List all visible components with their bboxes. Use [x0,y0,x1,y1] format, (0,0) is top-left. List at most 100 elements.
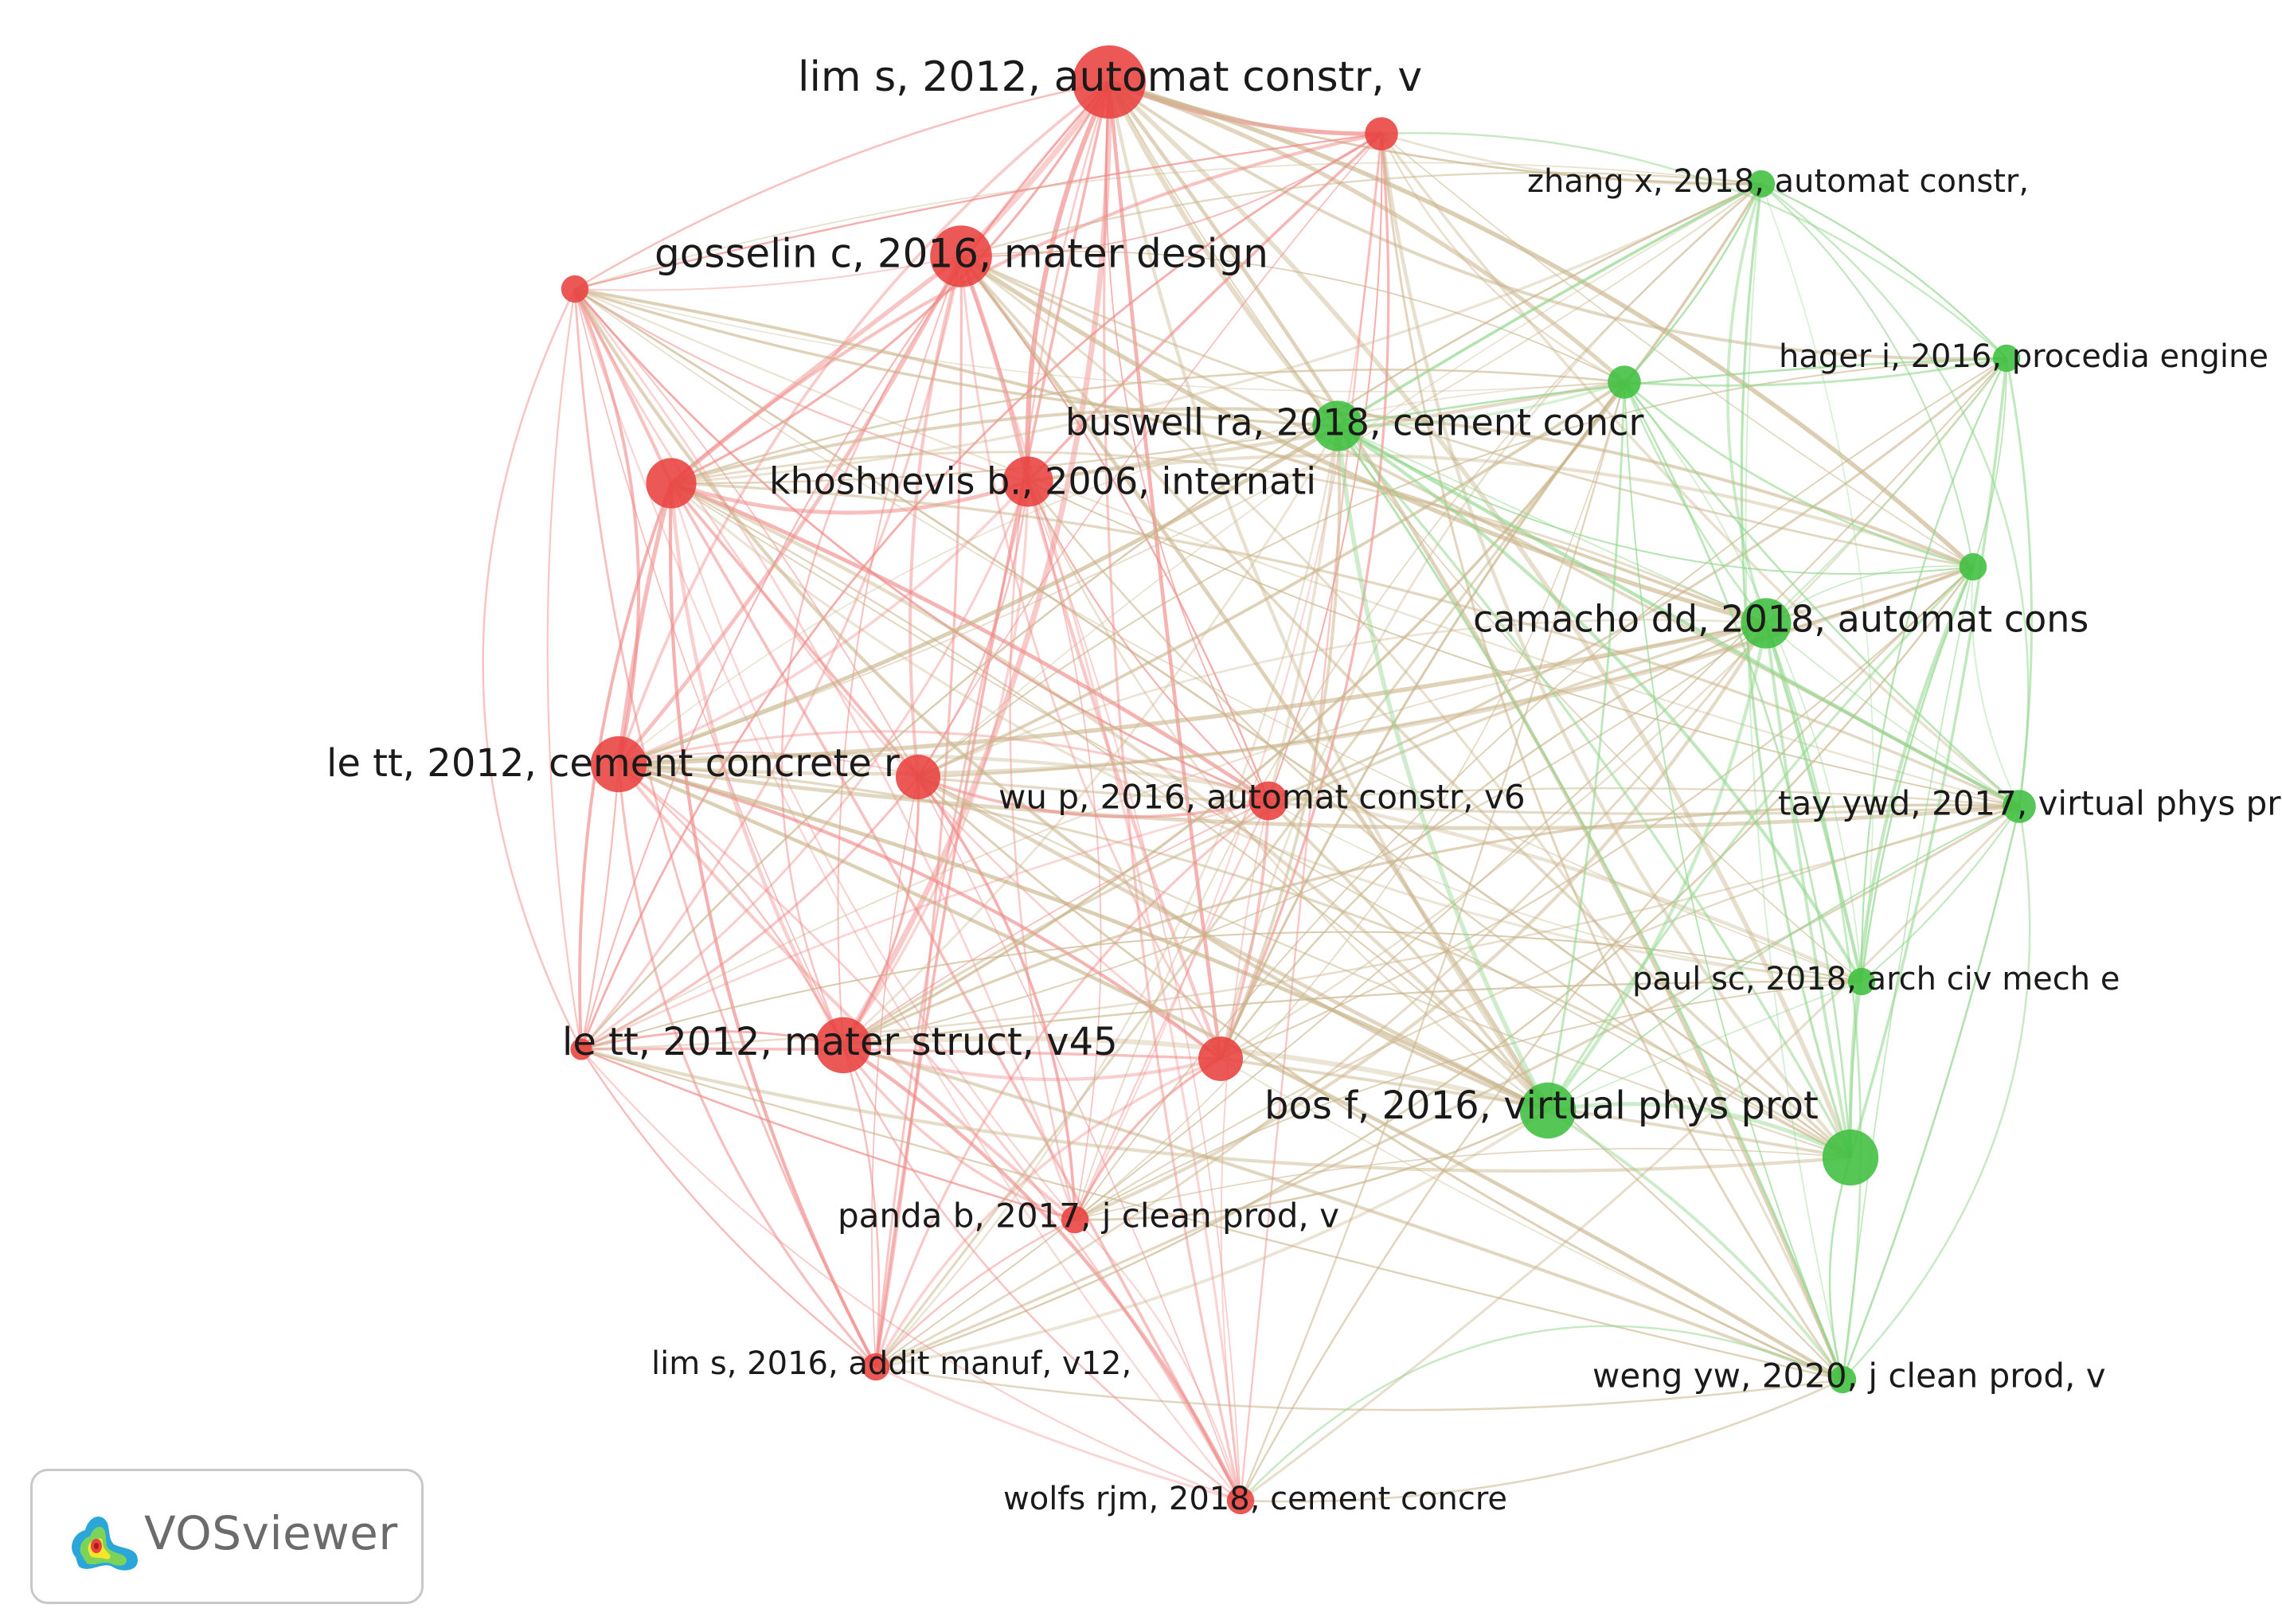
edge-n_red_center-n_green_lower_right [917,776,1851,1159]
edge-gosselin-lett_cement [617,255,963,766]
node-camacho[interactable] [1741,598,1792,649]
edge-n_red_far_left-paul [580,931,1862,1050]
edge-panda-zhang [1074,183,1762,1220]
edge-wolfs-tay [1240,805,2021,1502]
edge-hager-camacho [1765,357,2007,624]
node-weng[interactable] [1828,1365,1857,1394]
edge-n_red_mid_left-buswell [670,424,1338,485]
edge-n_green_top_mid-weng [1624,381,1843,1380]
edge-n_red_center-bos [916,775,1549,1113]
edge-lett_cement-n_red_far_left [580,763,620,1050]
edge-n_green_right_small-tay [1971,566,2020,807]
edge-lim2016-bos [875,1109,1549,1368]
edge-n_red_far_left-weng [580,1048,1843,1381]
node-zhang[interactable] [1747,170,1776,198]
edge-n_red_left_small-n_red_far_left [546,288,583,1050]
edge-hager-paul [1860,357,2008,982]
edge-n_red_left_small-buswell [574,287,1338,427]
edge-camacho-weng [1764,623,1862,1380]
edge-panda-n_green_top_mid [1074,381,1625,1220]
edge-n_red_left_small-n_red_lower_mid [573,288,1221,1060]
node-lim2016[interactable] [862,1353,890,1381]
node-label-tay: tay ywd, 2017, virtual phys pr [1778,784,2281,823]
edge-wu-n_red_far_left [580,799,1269,1051]
edge-gosselin-n_red_left_small [574,256,962,291]
edge-n_green_right_small-camacho [1765,565,1974,624]
node-bos[interactable] [1519,1082,1577,1139]
edge-n_red_center-weng [917,775,1843,1381]
node-n_green_lower_right[interactable] [1822,1129,1879,1186]
edge-gosselin-bos [959,255,1550,1112]
edge-zhang-buswell [1337,182,1762,427]
edge-n_red_far_left-camacho [580,623,1767,1050]
edge-n_red_mid_left-n_red_center [670,482,920,779]
node-khoshnevis[interactable] [1002,456,1053,507]
node-wu[interactable] [1248,781,1288,821]
edge-zhang-n_green_top_mid [1624,183,1763,383]
edge-n_red_lower_mid-buswell [1219,425,1341,1060]
edge-n_red_mid_left-khoshnevis [670,479,1029,515]
node-lim2012[interactable] [1073,45,1146,119]
edge-n_red_top-n_red_left_small [574,132,1382,291]
node-wolfs[interactable] [1226,1486,1255,1515]
node-n_red_far_left[interactable] [570,1038,592,1060]
edge-lett_mater-camacho [842,623,1767,1046]
edge-n_red_far_left-tay [580,805,2020,1051]
edge-n_red_left_small-camacho [574,287,1767,625]
edge-n_red_mid_left-paul [670,482,1862,983]
halo-edge-0 [780,81,1241,1501]
node-lett_cement[interactable] [590,736,647,793]
edge-panda-hager [1074,357,2007,1220]
edge-buswell-n_green_lower_right [1336,424,1852,1158]
node-n_red_mid_left[interactable] [646,458,697,509]
edge-wu-hager [1268,357,2008,802]
node-n_green_right_small[interactable] [1959,552,1987,581]
edge-n_red_left_small-n_green_lower_right [574,287,1851,1159]
node-n_red_top[interactable] [1365,117,1398,150]
halo-edge-2 [1760,182,2030,807]
edge-n_red_mid_left-weng [670,482,1843,1380]
edge-n_red_left_small-n_red_center [574,288,919,778]
edge-n_red_top-n_red_far_left [580,132,1382,1050]
edge-buswell-weng [1336,425,1844,1380]
edge-n_red_top-zhang [1381,132,1762,186]
edge-lett_cement-n_red_center [618,751,919,778]
vosviewer-logo: VOSviewer [30,1469,424,1604]
edge-n_green_top_mid-tay [1623,381,2020,808]
edge-n_red_mid_left-lett_cement [616,482,674,765]
edge-camacho-tay [1765,623,2020,807]
edge-lett_cement-n_green_lower_right [618,763,1851,1159]
edge-n_red_mid_left-wolfs [670,482,1242,1501]
edge-n_red_center-wu [917,775,1269,818]
edge-lett_mater-paul [842,980,1862,1047]
node-panda[interactable] [1061,1205,1089,1234]
edge-gosselin-wolfs [959,256,1242,1501]
node-label-weng: weng yw, 2020, j clean prod, v [1592,1357,2106,1396]
node-tay[interactable] [2003,790,2036,823]
edge-lett_mater-panda [842,1044,1076,1221]
edge-n_red_mid_left-wu [670,481,1270,803]
edge-n_red_left_small-khoshnevis [574,288,1029,483]
node-label-paul: paul sc, 2018, arch civ mech e [1632,961,2120,997]
node-paul[interactable] [1847,967,1876,996]
edge-khoshnevis-bos [1026,481,1549,1112]
node-buswell[interactable] [1312,400,1363,451]
edge-n_red_top-panda [1074,133,1383,1220]
edge-n_red_far_left-n_green_lower_right [580,1047,1851,1173]
edge-n_red_lower_mid-n_green_right_small [1220,566,1974,1060]
node-n_red_left_small[interactable] [561,275,589,303]
node-gosselin[interactable] [930,225,992,287]
node-n_red_center[interactable] [896,755,940,799]
edge-lett_mater-zhang [842,183,1763,1047]
edge-khoshnevis-wolfs [1027,481,1241,1501]
node-n_red_lower_mid[interactable] [1198,1036,1243,1081]
node-hager[interactable] [1992,344,2021,373]
edge-zhang-paul [1760,183,1874,982]
node-lett_mater[interactable] [815,1017,872,1074]
edge-tay-bos [1547,806,2020,1111]
node-n_green_top_mid[interactable] [1608,365,1641,399]
edge-tay-weng [1841,806,2021,1380]
edge-lim2012-n_green_lower_right [1108,80,1853,1159]
edge-buswell-paul [1336,424,1863,983]
